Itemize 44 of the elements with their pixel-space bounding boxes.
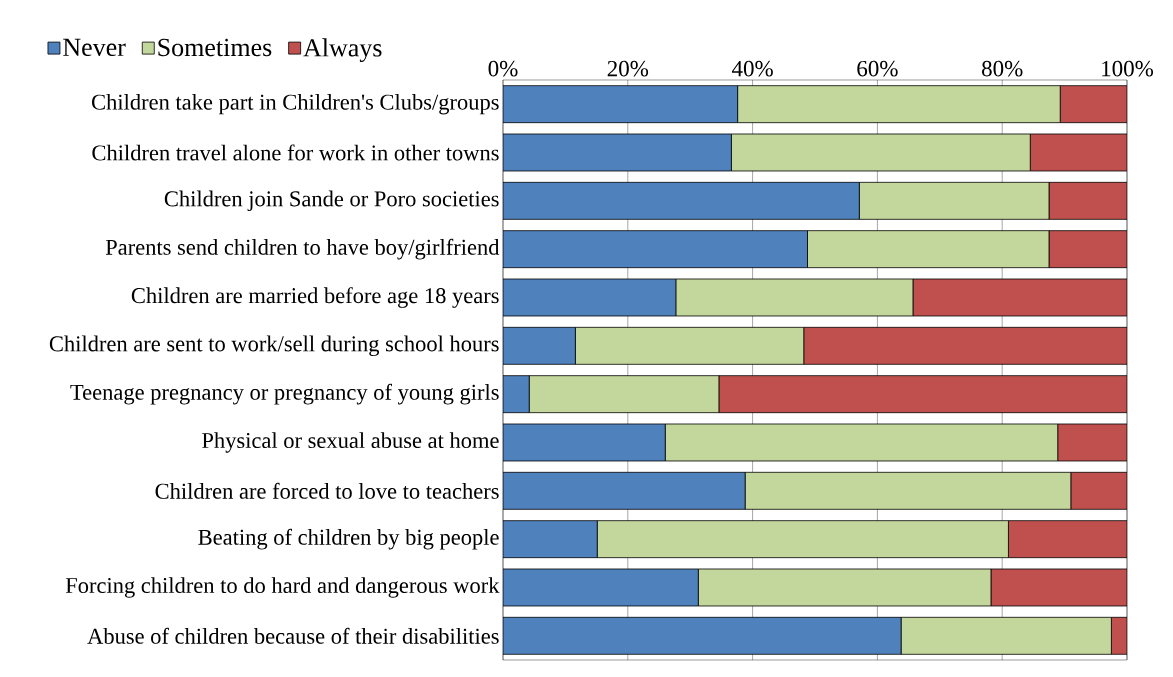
bar (1048, 181, 1127, 220)
bar (503, 375, 530, 414)
bar (503, 520, 598, 559)
bar (503, 230, 808, 269)
bar (1048, 230, 1127, 269)
bar (803, 326, 1127, 365)
bar (503, 181, 860, 220)
bar (1057, 423, 1127, 462)
y-tick-label: Beating of children by big people (198, 528, 499, 550)
legend-label: Sometimes (158, 38, 272, 57)
x-tick-label: 60% (857, 60, 898, 77)
x-tick-label: 0% (488, 60, 518, 77)
y-tick-label: Children join Sande or Poro societies (164, 190, 499, 212)
y-tick-label: Children are sent to work/sell during school hours (49, 335, 499, 357)
x-tick-label: 20% (607, 60, 649, 77)
y-tick-label: Children are forced to love to teachers (155, 482, 499, 499)
y-tick-label: Children travel alone for work in other towns (92, 144, 499, 161)
y-tick-label: Abuse of children because of their disabilities (87, 627, 499, 644)
y-tick-label: Parents send children to have boy/girlfriend (105, 238, 500, 260)
bar (1059, 85, 1127, 124)
x-tick-label: 40% (731, 60, 773, 77)
legend-label: Always (303, 38, 382, 62)
y-tick-label: Children are married before age 18 years (131, 287, 499, 308)
y-tick-label: Forcing children to do hard and dangerous work (65, 577, 500, 598)
bar (990, 568, 1127, 607)
y-tick-label: Children take part in Children's Clubs/groups (92, 93, 499, 115)
bar (718, 375, 1127, 414)
bar (503, 85, 739, 124)
x-tick-label: 100% (1102, 60, 1154, 77)
bar (1029, 133, 1127, 172)
bar (503, 278, 677, 317)
bar (503, 616, 902, 655)
bar (1070, 471, 1127, 510)
bar (503, 423, 666, 462)
legend-label: Never (63, 38, 126, 57)
x-tick-label: 80% (981, 60, 1023, 77)
y-tick-label: Physical or sexual abuse at home (202, 432, 499, 453)
bar (503, 326, 576, 365)
bar (503, 568, 699, 607)
bar (503, 471, 746, 510)
bar (1008, 520, 1127, 559)
y-tick-label: Teenage pregnancy or pregnancy of young girls (70, 383, 499, 405)
bar (912, 278, 1127, 317)
bar (503, 133, 732, 172)
